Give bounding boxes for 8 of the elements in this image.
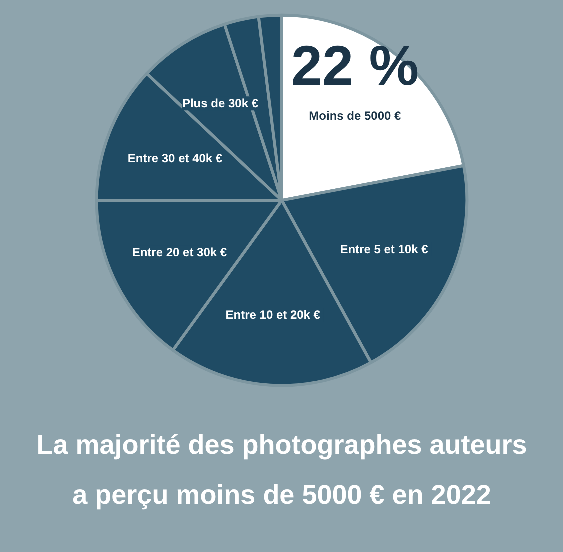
text: La majorité des photographes auteurs a perçu moins de 5000 € en 2022: [36, 430, 528, 510]
slice-label: Moins de 5000 €: [309, 108, 402, 123]
slice-label: Plus de 30k €: [182, 96, 259, 111]
slice-label: Entre 20 et 30k €: [132, 246, 228, 260]
slice-label: Entre 30 et 40k €: [128, 151, 223, 166]
data-label: 22 %: [291, 34, 420, 98]
slice-label: Entre 10 et 20k €: [226, 308, 321, 322]
slice-label: Entre 5 et 10k €: [340, 242, 429, 256]
